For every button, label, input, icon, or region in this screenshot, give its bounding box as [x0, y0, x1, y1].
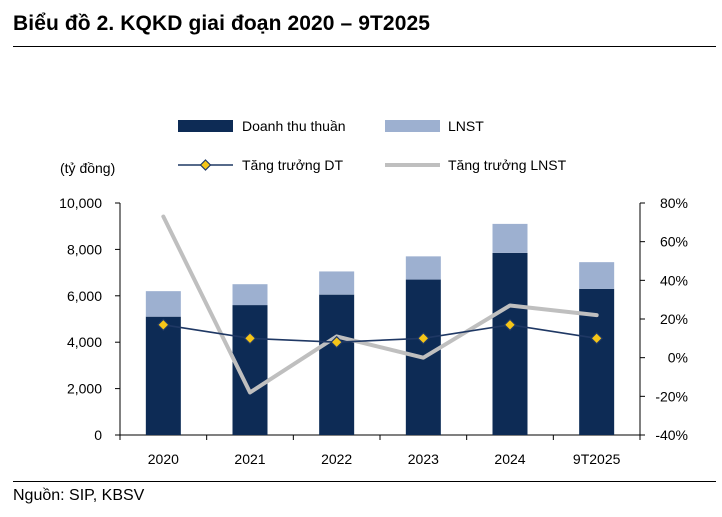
bar-revenue — [492, 252, 528, 435]
legend-label-growth-dt: Tăng trưởng DT — [242, 157, 343, 173]
bar-profit — [579, 262, 615, 289]
bar-profit — [405, 256, 441, 280]
marker-growth-dt — [416, 331, 430, 345]
marker-growth-dt — [590, 331, 604, 345]
legend-label-revenue: Doanh thu thuần — [242, 118, 346, 134]
bar-profit — [145, 291, 181, 317]
left-axis-tick-label: 6,000 — [67, 288, 102, 304]
bar-profit — [492, 223, 528, 253]
left-axis-tick-label: 0 — [94, 427, 102, 443]
chart-title: Biểu đồ 2. KQKD giai đoạn 2020 – 9T2025 — [13, 12, 431, 35]
legend-label-growth-lnst: Tăng trưởng LNST — [448, 157, 567, 173]
legend: Doanh thu thuần LNST Tăng trưởng DT Tăng tr… — [178, 118, 567, 173]
right-axis-tick-label: 40% — [660, 272, 688, 288]
bar-revenue — [145, 316, 181, 435]
lines — [156, 214, 604, 395]
axes: 0 2,000 4,000 6,000 8,000 10,000 -40% -20% 0% 20%… — [59, 195, 688, 467]
left-axis-tick-label: 8,000 — [67, 241, 102, 257]
line-growth-lnst — [161, 214, 599, 395]
x-axis-tick-label: 2023 — [408, 451, 439, 467]
line-growth-dt — [163, 323, 597, 344]
right-axis-tick-label: 80% — [660, 195, 688, 211]
x-axis-tick-label: 2020 — [148, 451, 179, 467]
legend-swatch-profit — [385, 120, 440, 132]
right-axis-tick-label: 60% — [660, 234, 688, 250]
marker-growth-dt — [156, 318, 170, 332]
legend-marker-growth-dt — [199, 159, 212, 171]
left-axis-tick-label: 4,000 — [67, 334, 102, 350]
bar-profit — [319, 271, 355, 295]
legend-label-profit: LNST — [448, 118, 484, 134]
right-axis-tick-label: 0% — [668, 350, 688, 366]
marker-growth-dt — [503, 318, 517, 332]
x-axis-tick-label: 2021 — [234, 451, 265, 467]
right-axis-tick-label: -20% — [655, 388, 688, 404]
source-note: Nguồn: SIP, KBSV — [13, 487, 145, 504]
unit-label: (tỷ đồng) — [60, 160, 115, 176]
title-divider — [13, 46, 716, 47]
right-axis-tick-label: -40% — [655, 427, 688, 443]
legend-swatch-revenue — [178, 120, 233, 132]
x-axis-tick-label: 2022 — [321, 451, 352, 467]
bar-profit — [232, 284, 268, 306]
x-axis-tick-label: 9T2025 — [573, 451, 621, 467]
right-axis-tick-label: 20% — [660, 311, 688, 327]
marker-growth-dt — [330, 335, 344, 349]
bar-revenue — [579, 288, 615, 435]
left-axis-tick-label: 10,000 — [59, 195, 102, 211]
left-axis-tick-label: 2,000 — [67, 381, 102, 397]
marker-growth-dt — [243, 331, 257, 345]
footer-divider — [13, 481, 716, 482]
x-axis-tick-label: 2024 — [494, 451, 525, 467]
bar-revenue — [319, 294, 355, 435]
